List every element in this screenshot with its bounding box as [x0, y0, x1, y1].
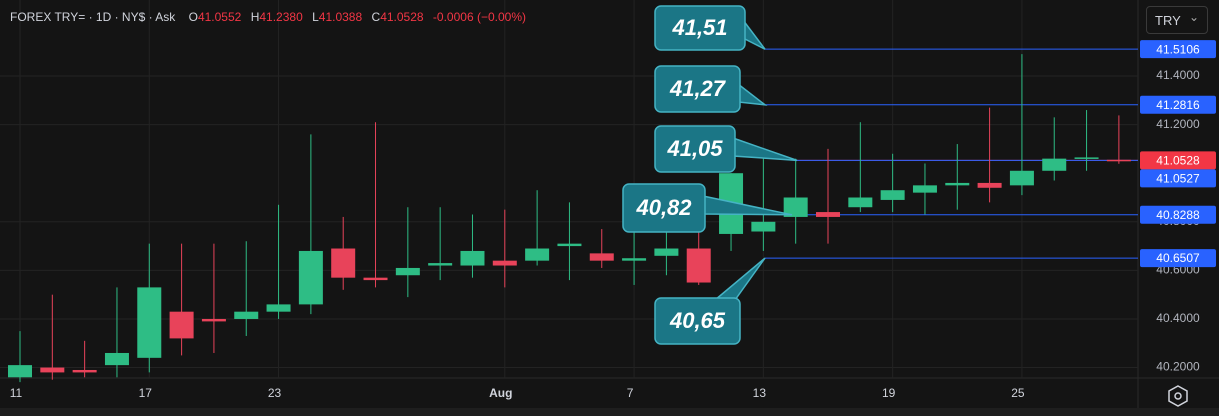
x-tick-label: 17: [139, 386, 153, 400]
price-badge-label: 41.5106: [1156, 42, 1200, 56]
candle-body: [880, 190, 905, 200]
key: O: [188, 10, 198, 24]
candle-body: [1042, 158, 1067, 171]
candle-body: [234, 311, 259, 319]
legend-header: FOREX TRY= · 1D · NY$ · Ask O41.0552 H41…: [10, 10, 532, 24]
settings-icon: [1174, 392, 1182, 400]
value: 41.0528: [380, 10, 424, 24]
value: 41.2380: [259, 10, 303, 24]
callout-box: [622, 183, 706, 233]
price-badge-label: 41.2816: [1156, 98, 1200, 112]
candle-body: [331, 248, 356, 278]
candle-body: [525, 248, 550, 261]
candle-body: [977, 182, 1002, 188]
price-badge-label: 40.8288: [1156, 208, 1200, 222]
callout-box: [654, 65, 741, 113]
candle-body: [137, 287, 162, 358]
candle-body: [816, 212, 840, 217]
candle-body: [1009, 170, 1034, 186]
key: C: [371, 10, 381, 24]
price-badge: [1140, 40, 1216, 59]
value: 41.0552: [197, 10, 242, 24]
price-badge-label: 40.6507: [1156, 251, 1200, 265]
candle-body: [363, 277, 388, 281]
candle-body: [589, 253, 614, 261]
candle-body: [848, 197, 873, 208]
candle-body: [395, 267, 420, 276]
callout-label: 40,65: [669, 308, 726, 333]
candle-body: [751, 221, 776, 232]
candle-body: [783, 197, 808, 217]
candle-body: [945, 182, 970, 186]
candle-body: [492, 260, 517, 266]
callout-label: 41,05: [666, 136, 723, 161]
price-badge-label: 41.0528: [1156, 154, 1200, 168]
x-tick-label: Aug: [489, 386, 512, 400]
candle-body: [557, 243, 582, 247]
callout: 40,65: [654, 257, 766, 345]
candle-body: [912, 185, 937, 193]
candle-body: [460, 250, 485, 266]
y-tick-label: 41.4000: [1156, 68, 1200, 82]
currency-select[interactable]: TRY: [1146, 3, 1208, 34]
callout: 40,82: [622, 183, 793, 233]
callout-label: 40,82: [635, 195, 692, 220]
callout-label: 41,51: [671, 15, 727, 40]
y-tick-label: 41.2000: [1156, 117, 1200, 131]
x-tick-label: 25: [1011, 386, 1025, 400]
key: H: [250, 10, 260, 24]
key: L: [312, 10, 319, 24]
x-tick-label: 19: [882, 386, 896, 400]
y-tick-label: 40.4000: [1156, 311, 1200, 325]
price-badge-label: 41.0527: [1156, 172, 1200, 186]
candle-body: [298, 250, 323, 305]
symbol: FOREX TRY= · 1D · NY$ · Ask: [10, 10, 176, 24]
candle-body: [40, 367, 65, 373]
change: -0.0006 (−0.00%): [432, 10, 526, 24]
callout: 41,51: [654, 5, 766, 51]
price-badge: [1140, 151, 1216, 170]
x-tick-label: 11: [10, 386, 23, 400]
candle-body: [169, 311, 194, 339]
x-tick-label: 13: [753, 386, 767, 400]
x-tick-label: 7: [627, 386, 634, 400]
candle-body: [686, 248, 711, 283]
candle-body: [266, 304, 291, 312]
callout: 41,27: [654, 65, 768, 113]
callout: 41,05: [654, 125, 798, 173]
candle-body: [654, 248, 679, 256]
settings-button[interactable]: [1168, 385, 1188, 407]
candle-body: [201, 318, 226, 322]
candle-body: [8, 365, 32, 378]
callout-box: [654, 297, 741, 345]
value: 41.0388: [318, 10, 363, 24]
price-badge: [1140, 205, 1216, 224]
callout-box: [654, 125, 736, 173]
candle-body: [1106, 159, 1131, 162]
candle-body: [428, 263, 453, 266]
callout-label: 41,27: [669, 76, 727, 101]
y-tick-label: 40.2000: [1156, 360, 1200, 374]
callout-box: [654, 5, 746, 51]
bottom-strip: [0, 408, 1219, 416]
price-badge: [1140, 169, 1216, 188]
candle-body: [1074, 157, 1099, 159]
candle-body: [622, 258, 647, 261]
price-badge: [1140, 95, 1216, 114]
x-tick-label: 23: [268, 386, 282, 400]
price-badge: [1140, 249, 1216, 268]
settings-icon: [1168, 385, 1188, 407]
candle-body: [72, 369, 97, 373]
candle-body: [104, 352, 129, 366]
